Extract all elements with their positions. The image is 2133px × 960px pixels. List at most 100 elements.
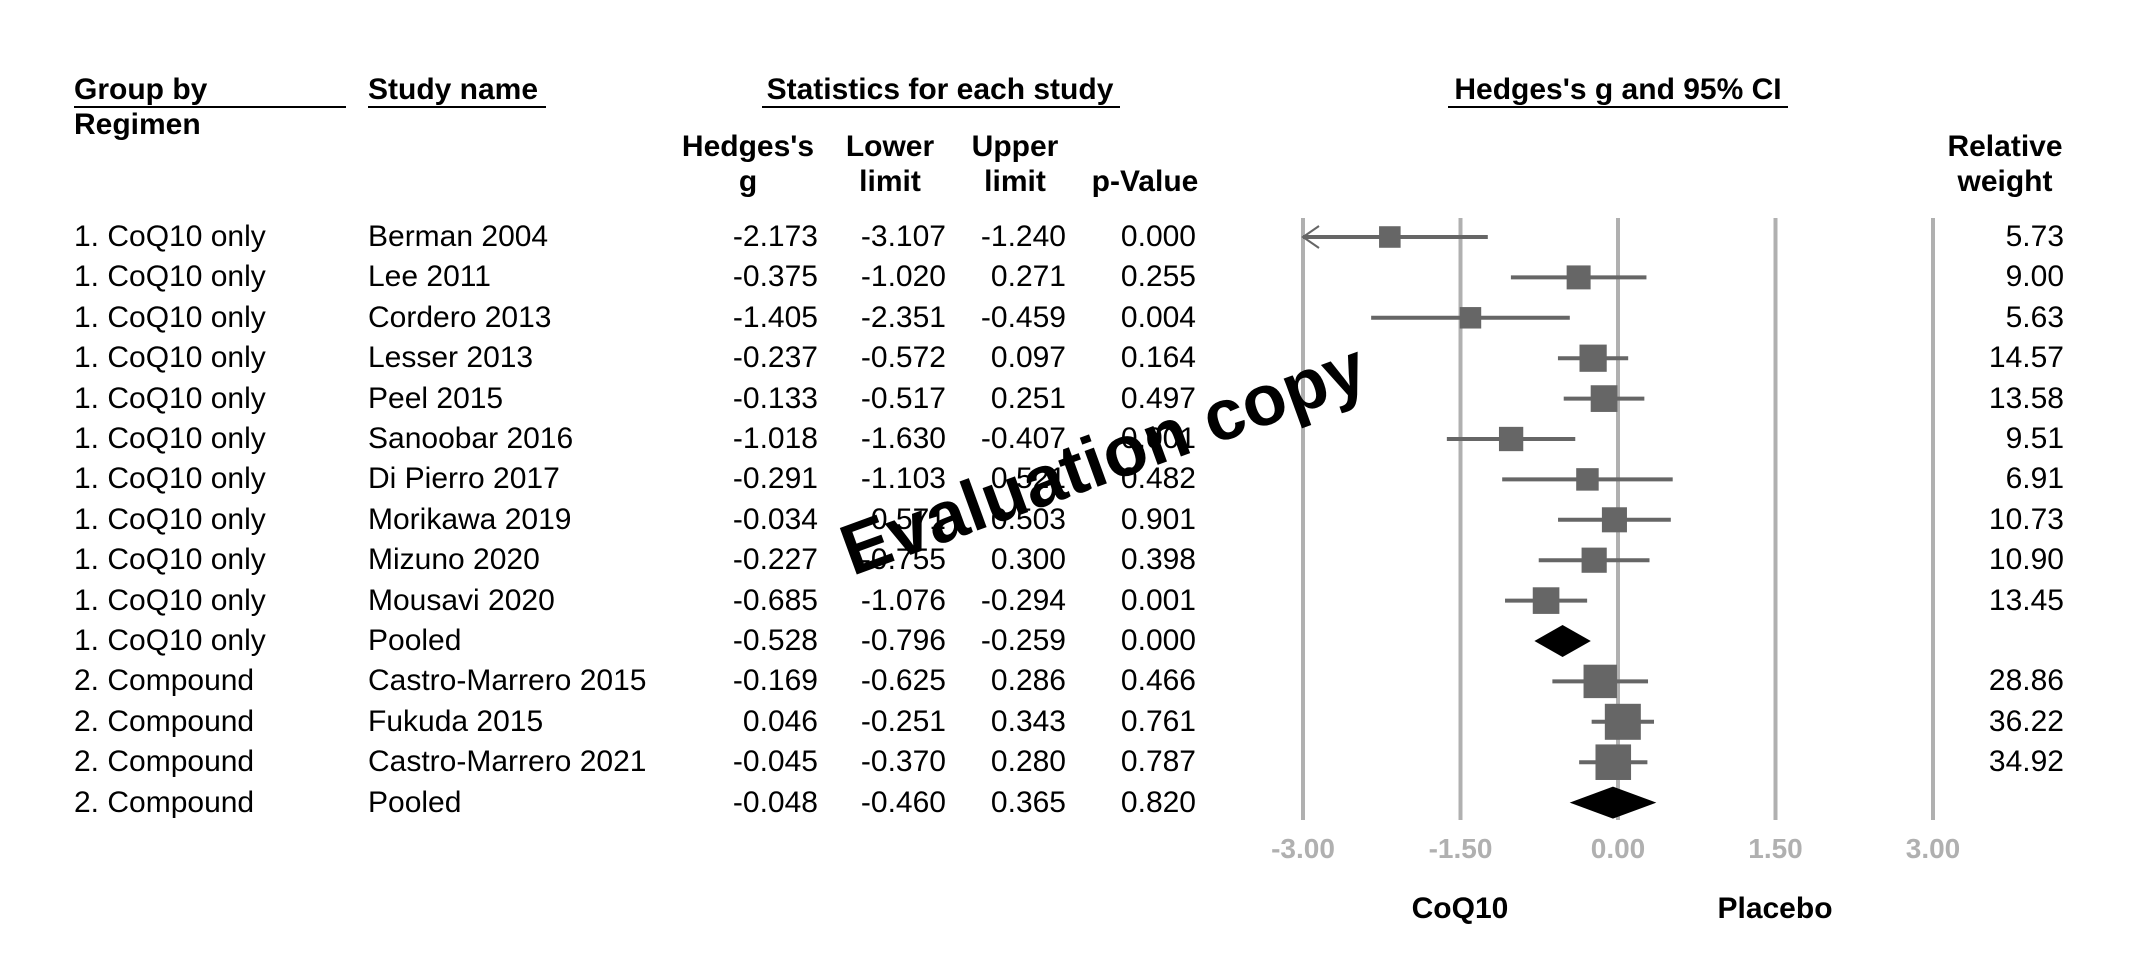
- header-upper-limit-2: limit: [984, 165, 1046, 198]
- cell-hedges-g: 0.046: [742, 704, 818, 738]
- cell-lower-limit: -1.103: [860, 462, 946, 496]
- cell-p-value: 0.466: [1120, 664, 1196, 698]
- cell-study: Castro-Marrero 2015: [368, 664, 647, 698]
- cell-study: Di Pierro 2017: [368, 462, 560, 496]
- header-hedges-g-2: g: [738, 165, 758, 198]
- cell-upper-limit: -0.294: [980, 583, 1066, 617]
- cell-hedges-g: -2.173: [732, 220, 818, 253]
- header-lower-limit: Lower: [845, 130, 935, 163]
- cell-lower-limit: -1.630: [860, 422, 946, 455]
- header-group-underline: [74, 106, 346, 108]
- cell-hedges-g: -1.405: [732, 300, 818, 334]
- cell-group: 1. CoQ10 only: [74, 422, 266, 455]
- pooled-diamond: [1534, 625, 1591, 657]
- cell-p-value: 0.000: [1120, 624, 1196, 657]
- cell-study: Pooled: [368, 624, 462, 657]
- cell-study: Pooled: [368, 785, 462, 819]
- effect-square: [1459, 307, 1482, 329]
- cell-p-value: 0.000: [1120, 220, 1196, 253]
- header-hedges-g: Hedges's: [681, 130, 815, 163]
- cell-group: 2. Compound: [74, 704, 255, 738]
- header-relative-weight-2: weight: [1957, 165, 2053, 198]
- cell-hedges-g: -0.169: [732, 664, 818, 698]
- cell-hedges-g: -0.528: [732, 624, 818, 657]
- cell-group: 1. CoQ10 only: [74, 381, 266, 415]
- cell-study: Lesser 2013: [368, 341, 534, 375]
- cell-study: Lee 2011: [368, 260, 491, 294]
- cell-group: 2. Compound: [74, 745, 255, 779]
- cell-p-value: 0.820: [1120, 785, 1196, 819]
- cell-group: 2. Compound: [74, 785, 255, 819]
- header-study-name: Study name: [368, 73, 539, 106]
- cell-group: 1. CoQ10 only: [74, 220, 266, 253]
- cell-relative-weight: 6.91: [2005, 462, 2064, 496]
- cell-lower-limit: -1.020: [860, 260, 946, 294]
- header-regimen: Regimen: [74, 108, 201, 141]
- cell-lower-limit: -0.517: [860, 381, 946, 415]
- cell-lower-limit: -0.572: [860, 341, 946, 375]
- cell-p-value: 0.164: [1120, 341, 1196, 375]
- cell-hedges-g: -1.018: [732, 422, 818, 455]
- effect-square: [1583, 664, 1617, 699]
- header-statistics: Statistics for each study: [766, 73, 1114, 106]
- cell-upper-limit: 0.251: [990, 381, 1066, 415]
- cell-p-value: 0.001: [1120, 583, 1196, 617]
- cell-study: Cordero 2013: [368, 300, 552, 334]
- cell-study: Mizuno 2020: [368, 543, 540, 577]
- x-tick-label: 0.00: [1591, 833, 1646, 864]
- ci-arrow: [1301, 225, 1320, 249]
- effect-square: [1576, 468, 1599, 491]
- cell-group: 2. Compound: [74, 664, 255, 698]
- header-p-value: p-Value: [1091, 165, 1199, 198]
- cell-p-value: 0.482: [1120, 462, 1196, 496]
- cell-study: Berman 2004: [368, 220, 549, 253]
- axis-label-coq10: CoQ10: [1412, 892, 1509, 925]
- cell-relative-weight: 5.73: [2005, 220, 2064, 253]
- cell-relative-weight: 28.86: [1988, 664, 2064, 698]
- cell-lower-limit: -0.370: [860, 745, 946, 779]
- cell-upper-limit: 0.503: [990, 502, 1066, 536]
- header-statistics-underline: [762, 106, 1120, 108]
- cell-group: 1. CoQ10 only: [74, 341, 266, 375]
- cell-group: 1. CoQ10 only: [74, 624, 266, 657]
- cell-lower-limit: -0.251: [860, 704, 946, 738]
- header-study-underline: [368, 106, 546, 108]
- effect-square: [1579, 344, 1607, 372]
- cell-group: 1. CoQ10 only: [74, 260, 266, 294]
- cell-study: Fukuda 2015: [368, 704, 544, 738]
- cell-upper-limit: -0.259: [980, 624, 1066, 657]
- header-group-by: Group by: [74, 73, 208, 106]
- cell-study: Castro-Marrero 2021: [368, 745, 647, 779]
- x-tick-label: 3.00: [1906, 833, 1961, 864]
- cell-upper-limit: 0.286: [990, 664, 1066, 698]
- cell-hedges-g: -0.237: [732, 341, 818, 375]
- cell-p-value: 0.001: [1120, 422, 1196, 455]
- cell-upper-limit: 0.271: [990, 260, 1066, 294]
- cell-upper-limit: 0.097: [990, 341, 1066, 375]
- cell-relative-weight: 10.73: [1988, 502, 2064, 536]
- header-plot: Hedges's g and 95% CI: [1454, 73, 1782, 106]
- axis-label-placebo: Placebo: [1717, 892, 1832, 925]
- cell-hedges-g: -0.048: [732, 785, 818, 819]
- effect-square: [1595, 744, 1632, 780]
- cell-upper-limit: -1.240: [980, 220, 1066, 253]
- cell-hedges-g: -0.685: [732, 583, 818, 617]
- cell-study: Sanoobar 2016: [368, 422, 574, 455]
- cell-p-value: 0.761: [1120, 704, 1196, 738]
- cell-relative-weight: 9.00: [2005, 260, 2064, 294]
- effect-square: [1566, 265, 1591, 290]
- cell-upper-limit: 0.343: [990, 704, 1066, 738]
- cell-p-value: 0.497: [1120, 381, 1196, 415]
- cell-group: 1. CoQ10 only: [74, 543, 266, 577]
- cell-p-value: 0.398: [1120, 543, 1196, 577]
- cell-group: 1. CoQ10 only: [74, 462, 266, 496]
- cell-upper-limit: 0.521: [990, 462, 1066, 496]
- cell-lower-limit: -0.625: [860, 664, 946, 698]
- effect-square: [1379, 226, 1401, 248]
- effect-square: [1581, 547, 1607, 573]
- cell-upper-limit: 0.300: [990, 543, 1066, 577]
- cell-p-value: 0.787: [1120, 745, 1196, 779]
- cell-lower-limit: -3.107: [860, 220, 946, 253]
- cell-lower-limit: -1.076: [860, 583, 946, 617]
